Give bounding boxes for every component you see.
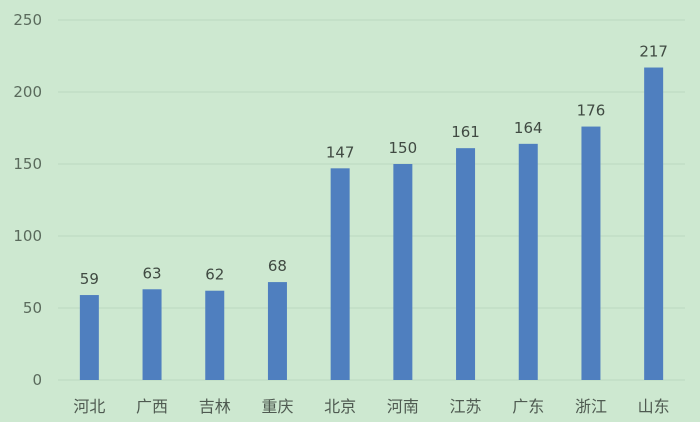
data-label: 161 — [451, 123, 480, 141]
data-label: 150 — [389, 139, 418, 157]
x-tick-label: 河南 — [387, 397, 419, 416]
x-tick-label: 广西 — [136, 397, 168, 416]
x-tick-label: 广东 — [512, 397, 544, 416]
data-label: 63 — [143, 264, 162, 282]
x-tick-label: 江苏 — [450, 397, 482, 416]
data-label: 176 — [577, 102, 606, 120]
bar — [393, 164, 413, 380]
x-tick-label: 北京 — [324, 397, 356, 416]
data-label: 147 — [326, 143, 355, 161]
y-tick-label: 200 — [13, 83, 42, 101]
y-tick-label: 50 — [23, 299, 42, 317]
x-tick-label: 山东 — [638, 397, 670, 416]
data-label: 164 — [514, 119, 543, 137]
bar — [581, 126, 601, 380]
bar — [79, 295, 99, 380]
data-label: 59 — [80, 270, 99, 288]
bar — [456, 148, 476, 380]
bar — [205, 290, 225, 380]
x-tick-label: 吉林 — [199, 397, 231, 416]
y-tick-label: 150 — [13, 155, 42, 173]
data-label: 62 — [205, 266, 224, 284]
bar — [518, 143, 538, 380]
data-label: 68 — [268, 257, 287, 275]
bar — [644, 67, 664, 381]
x-tick-label: 重庆 — [261, 397, 293, 416]
x-tick-label: 河北 — [73, 397, 105, 416]
y-tick-label: 100 — [13, 227, 42, 245]
data-label: 217 — [639, 43, 668, 61]
y-tick-label: 250 — [13, 11, 42, 29]
bar — [330, 168, 350, 380]
bar — [267, 282, 287, 380]
x-tick-label: 浙江 — [575, 397, 607, 416]
y-tick-label: 0 — [32, 371, 42, 389]
bar — [142, 289, 162, 380]
